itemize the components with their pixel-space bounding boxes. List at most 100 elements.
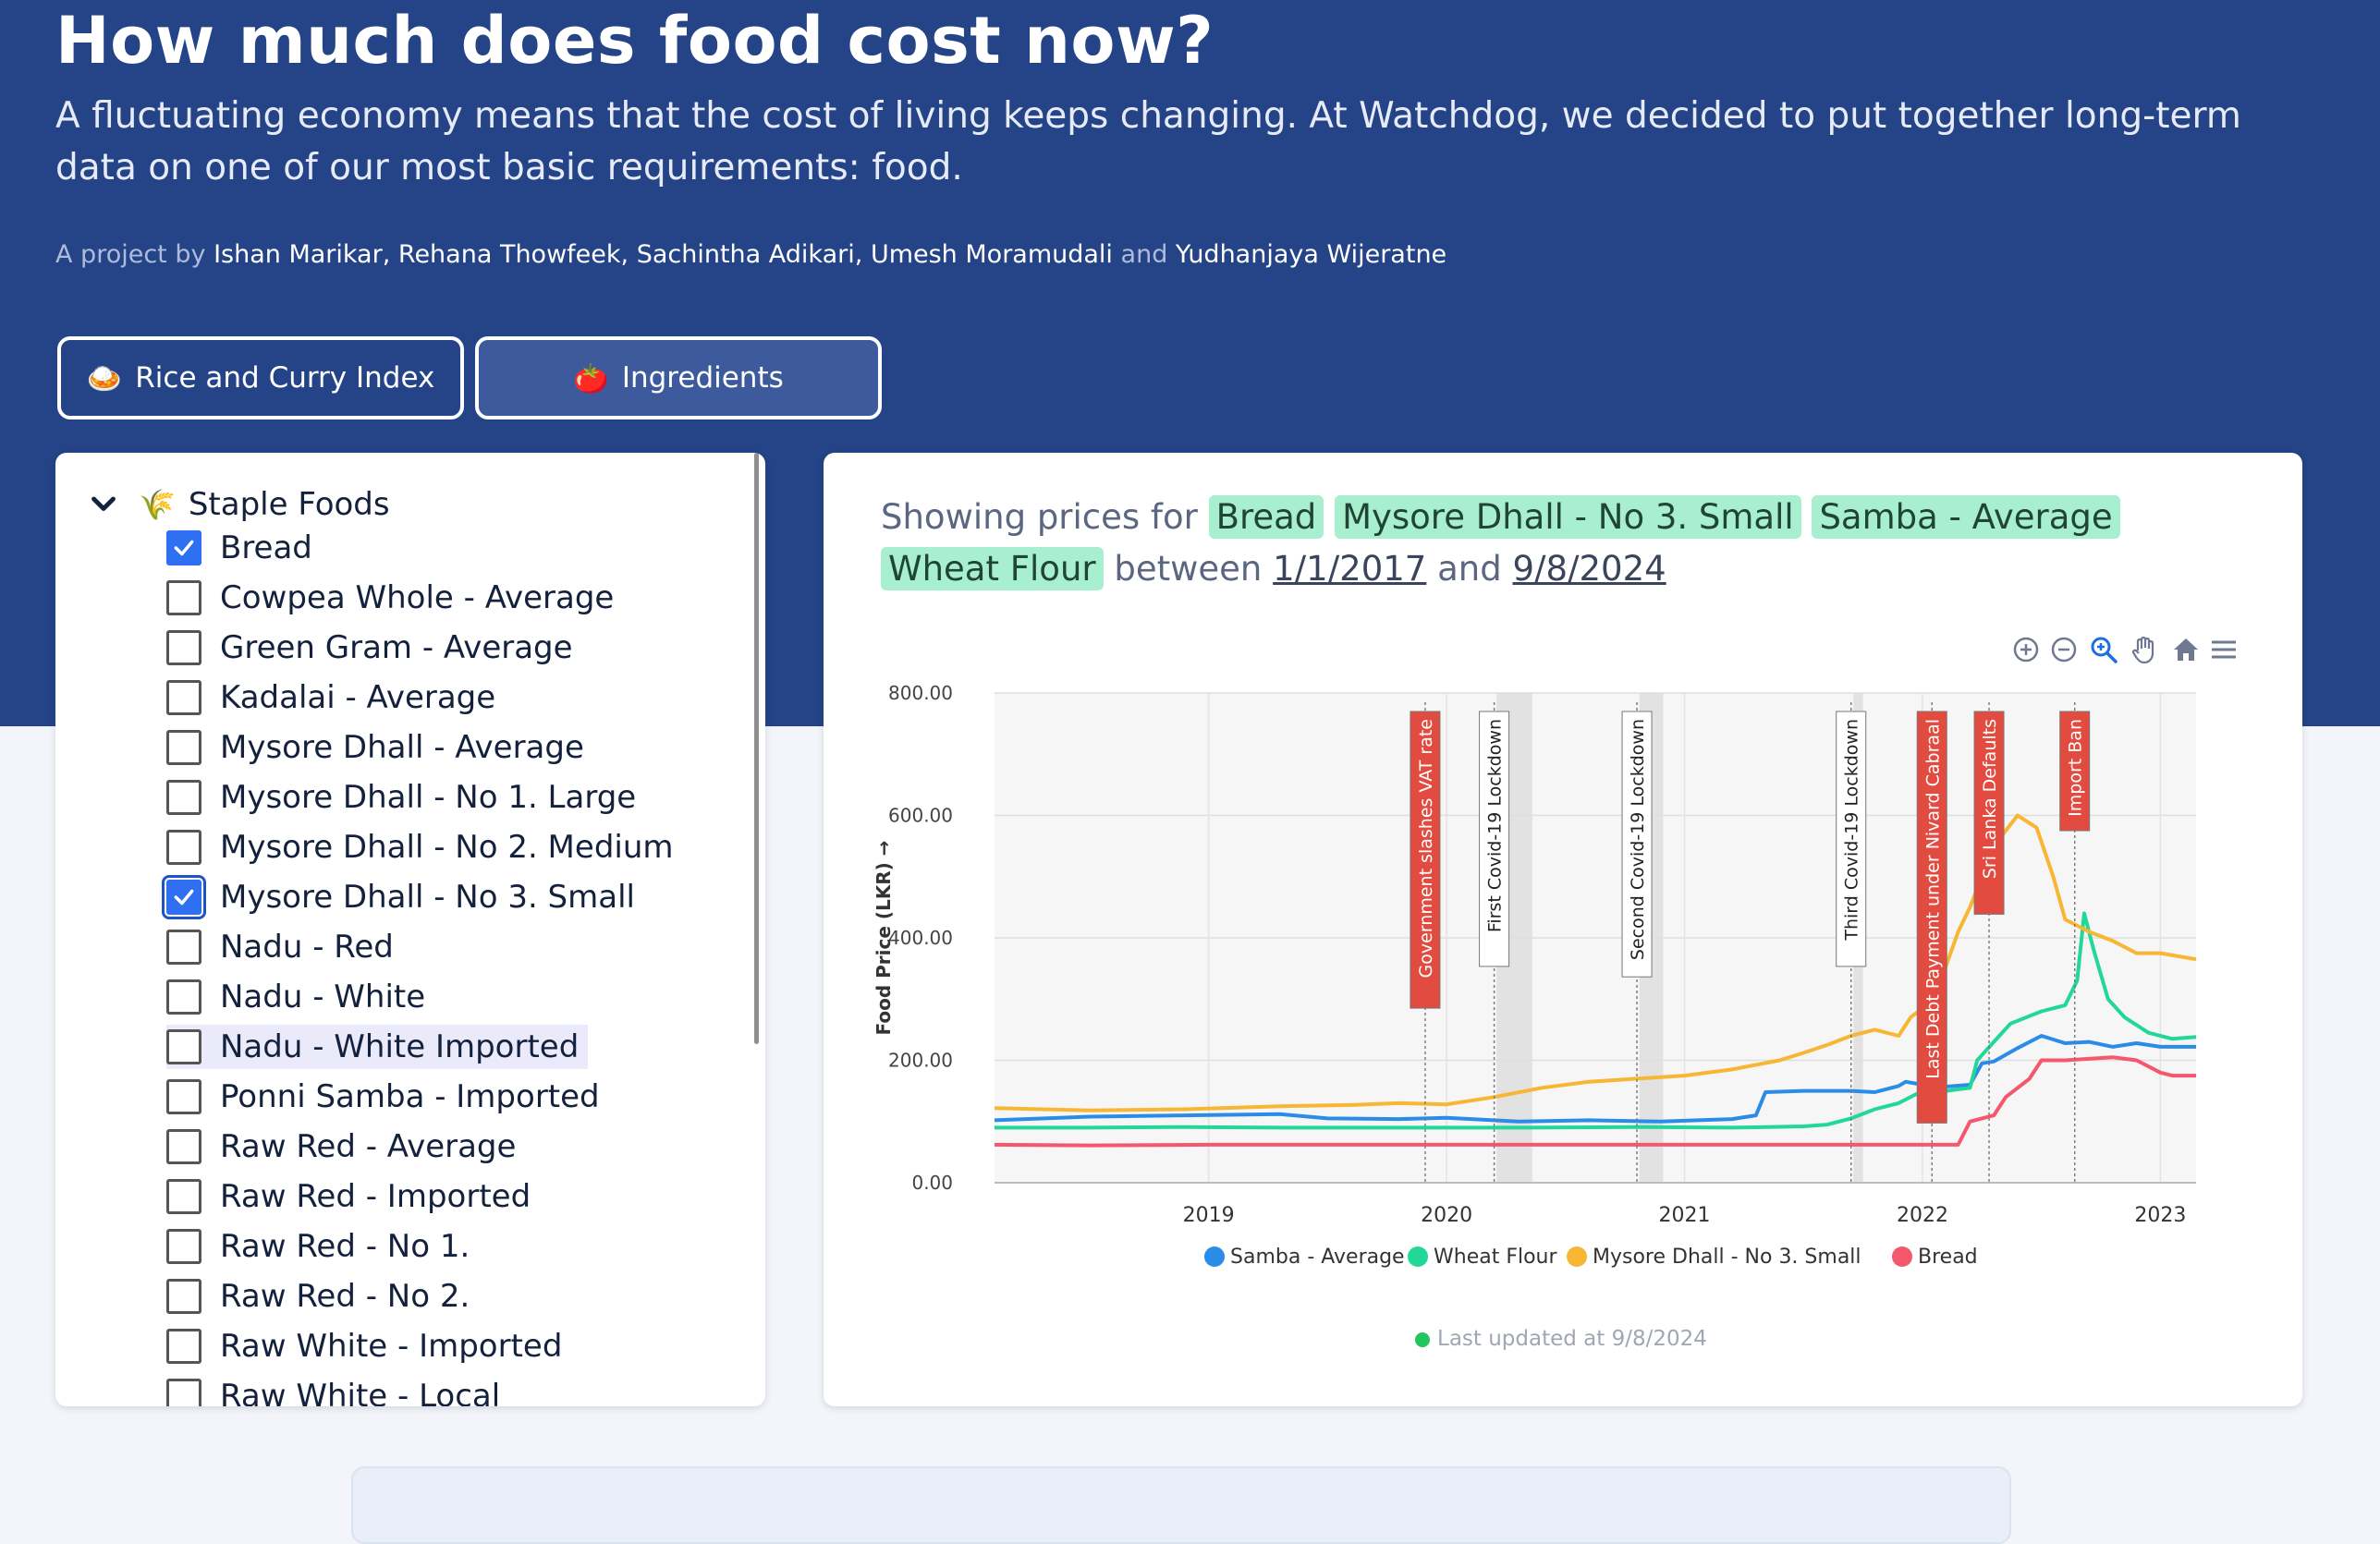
last-updated: Last updated at 9/8/2024 (1415, 1327, 1707, 1351)
price-chart-panel: Showing prices for Bread Mysore Dhall - … (824, 453, 2302, 1406)
food-item-label: Cowpea Whole - Average (220, 579, 615, 616)
food-item[interactable]: Raw White - Imported (166, 1324, 562, 1368)
food-item-label: Raw Red - Imported (220, 1178, 531, 1215)
food-item[interactable]: Raw Red - Imported (166, 1174, 531, 1219)
checkbox[interactable] (166, 630, 201, 665)
checkbox[interactable] (166, 1329, 201, 1364)
credits-prefix: A project by (55, 240, 206, 269)
event-label: Sri Lanka Defaults (1980, 719, 2000, 879)
checkbox[interactable] (162, 875, 206, 919)
y-tick-label: 200.00 (888, 1050, 953, 1072)
food-item[interactable]: Green Gram - Average (166, 626, 573, 670)
event-label: Third Covid-19 Lockdown (1842, 719, 1862, 942)
x-tick-label: 2023 (2134, 1204, 2186, 1227)
food-item[interactable]: Mysore Dhall - Average (166, 725, 584, 770)
author-name: Sachintha Adikari (636, 240, 855, 269)
food-item[interactable]: Raw Red - Average (166, 1125, 516, 1169)
food-item[interactable]: Raw White - Local (166, 1374, 500, 1406)
selected-chip: Samba - Average (1812, 495, 2120, 539)
scrollbar[interactable] (754, 453, 759, 1044)
page-title: How much does food cost now? (55, 3, 1214, 79)
legend-item[interactable]: Samba - Average (1204, 1246, 1405, 1269)
checkbox[interactable] (166, 730, 201, 765)
legend-item[interactable]: Mysore Dhall - No 3. Small (1567, 1246, 1861, 1269)
food-item-label: Nadu - Red (220, 929, 394, 966)
checkbox[interactable] (166, 830, 201, 865)
checkbox[interactable] (166, 1029, 201, 1064)
event-label: Second Covid-19 Lockdown (1628, 719, 1648, 960)
food-item-label: Mysore Dhall - No 2. Medium (220, 829, 674, 866)
checkbox[interactable] (166, 680, 201, 715)
food-item[interactable]: Mysore Dhall - No 3. Small (162, 875, 635, 919)
start-date[interactable]: 1/1/2017 (1273, 549, 1427, 589)
project-credits: A project by Ishan Marikar, Rehana Thowf… (55, 240, 1446, 269)
food-item-label: Mysore Dhall - No 3. Small (220, 879, 635, 916)
food-item-label: Raw Red - No 1. (220, 1228, 470, 1265)
tab-rice-and-curry-index[interactable]: 🍛 Rice and Curry Index (57, 336, 464, 419)
selection-zoom-icon[interactable] (2088, 634, 2119, 665)
price-line-chart[interactable]: 0.00 200.00 400.00 600.00 800.00 2019 2020 202… (824, 453, 2302, 1406)
food-item[interactable]: Cowpea Whole - Average (166, 576, 614, 620)
food-item-label: Mysore Dhall - Average (220, 729, 584, 766)
x-tick-label: 2022 (1897, 1204, 1948, 1227)
food-item[interactable]: Nadu - Red (166, 925, 394, 969)
selected-chip: Bread (1208, 495, 1324, 539)
wheat-icon: 🌾 (139, 487, 176, 522)
checkbox[interactable] (166, 1079, 201, 1114)
food-item-label: Ponni Samba - Imported (220, 1078, 600, 1115)
tab-label: Ingredients (621, 361, 784, 395)
legend-label: Mysore Dhall - No 3. Small (1593, 1246, 1861, 1269)
end-date[interactable]: 9/8/2024 (1512, 549, 1666, 589)
food-item-label: Nadu - White Imported (220, 1028, 580, 1065)
checkbox[interactable] (166, 930, 201, 965)
food-item-label: Nadu - White (220, 979, 426, 1015)
food-item[interactable]: Kadalai - Average (166, 675, 495, 720)
x-tick-label: 2021 (1659, 1204, 1711, 1227)
y-axis-label: Food Price (LKR) → (873, 840, 895, 1035)
chevron-down-icon[interactable] (87, 488, 120, 521)
legend-item[interactable]: Wheat Flour (1408, 1246, 1558, 1269)
food-item[interactable]: Ponni Samba - Imported (166, 1075, 600, 1119)
food-item[interactable]: Nadu - White Imported (166, 1025, 589, 1069)
food-item[interactable]: Nadu - White (166, 975, 425, 1019)
legend-label: Wheat Flour (1434, 1246, 1558, 1269)
category-staple-foods[interactable]: 🌾 Staple Foods (87, 486, 390, 523)
food-selector-panel: 🌾 Staple Foods Bread Cowpea Whole - Avera… (55, 453, 765, 1406)
food-item[interactable]: Raw Red - No 2. (166, 1274, 470, 1319)
selected-chip: Mysore Dhall - No 3. Small (1335, 495, 1801, 539)
checkbox[interactable] (166, 580, 201, 615)
series-line[interactable] (994, 1055, 2196, 1148)
food-item[interactable]: Bread (166, 526, 312, 570)
menu-icon[interactable] (2208, 634, 2240, 665)
checkbox[interactable] (166, 530, 201, 565)
food-item[interactable]: Mysore Dhall - No 1. Large (166, 775, 636, 820)
food-item[interactable]: Mysore Dhall - No 2. Medium (166, 825, 674, 869)
food-item[interactable]: Raw Red - No 1. (166, 1224, 470, 1269)
zoom-in-icon[interactable] (2010, 634, 2042, 665)
pan-hand-icon[interactable] (2129, 634, 2160, 665)
legend-item[interactable]: Bread (1892, 1246, 1978, 1269)
series-line[interactable] (994, 1034, 2196, 1124)
event-label-box (1621, 711, 1653, 978)
event-label: Government slashes VAT rate (1416, 719, 1436, 978)
checkbox[interactable] (166, 979, 201, 1015)
author-name: Rehana Thowfeek (397, 240, 621, 269)
legend-label: Bread (1918, 1246, 1978, 1269)
zoom-out-icon[interactable] (2048, 634, 2080, 665)
checkbox[interactable] (166, 1279, 201, 1314)
checkbox[interactable] (166, 1179, 201, 1214)
last-updated-text: Last updated at 9/8/2024 (1437, 1327, 1707, 1351)
checkbox[interactable] (166, 1379, 201, 1406)
event-label-box (1410, 711, 1441, 1009)
checkbox[interactable] (166, 1129, 201, 1164)
reset-home-icon[interactable] (2170, 634, 2202, 665)
author-name: Ishan Marikar (214, 240, 383, 269)
author-separator: , (382, 240, 391, 269)
checkbox[interactable] (166, 1229, 201, 1264)
tab-ingredients[interactable]: 🍅 Ingredients (475, 336, 882, 419)
legend-marker (1567, 1246, 1587, 1267)
food-item-label: Raw White - Imported (220, 1328, 563, 1365)
food-item-label: Raw Red - No 2. (220, 1278, 470, 1315)
showing-summary: Showing prices for Bread Mysore Dhall - … (881, 492, 2193, 595)
checkbox[interactable] (166, 780, 201, 815)
